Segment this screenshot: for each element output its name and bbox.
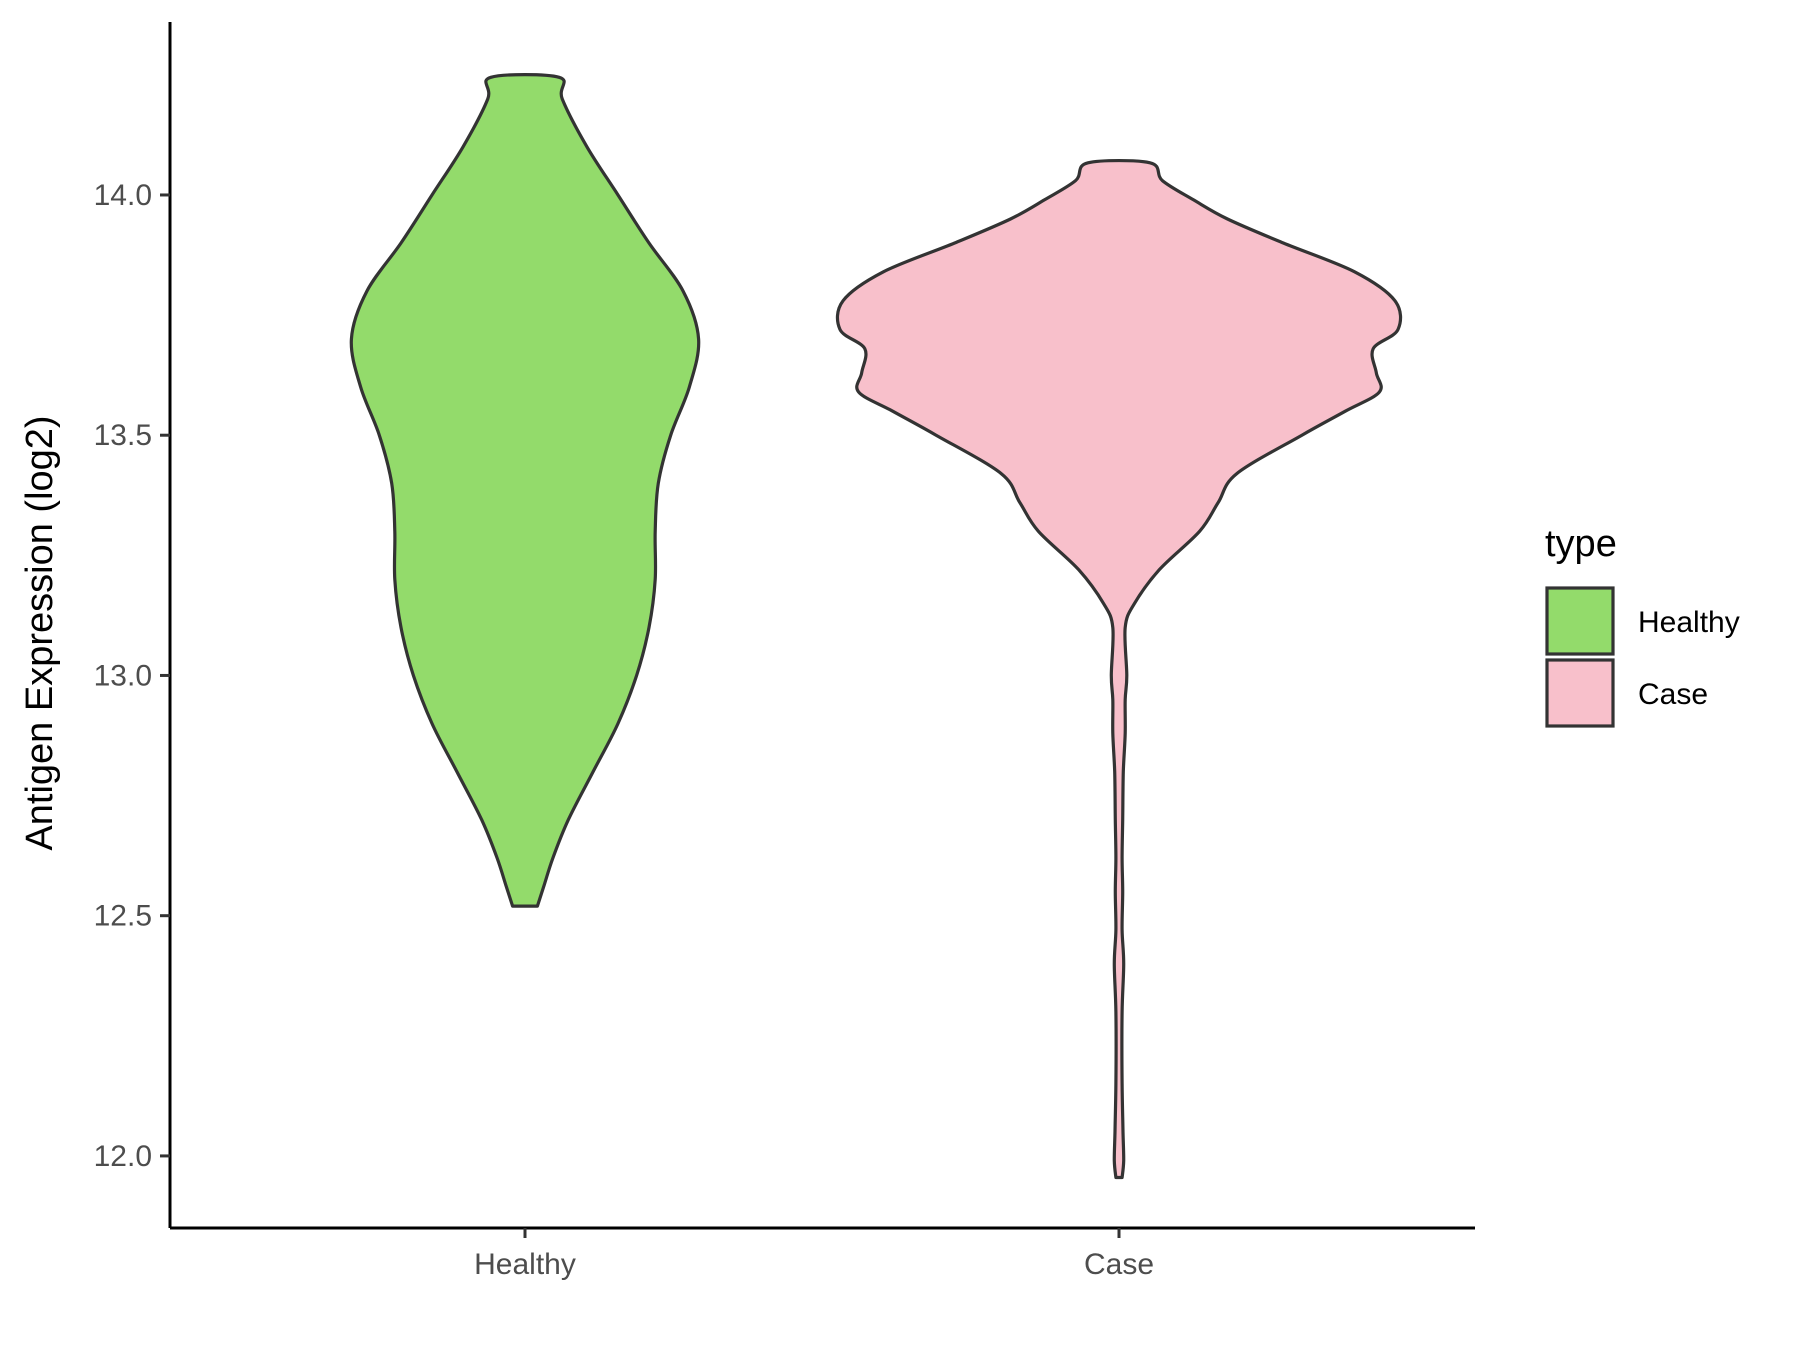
- x-tick-label: Case: [1084, 1248, 1154, 1281]
- y-tick-label: 13.5: [94, 419, 152, 452]
- legend-key-case: [1545, 658, 1615, 728]
- violin-case: [835, 158, 1403, 1180]
- x-tick-label: Healthy: [474, 1248, 576, 1281]
- y-axis-title: Antigen Expression (log2): [19, 415, 61, 850]
- y-tick-label: 12.5: [94, 900, 152, 933]
- y-tick-label: 12.0: [94, 1140, 152, 1173]
- legend-key-healthy: [1545, 586, 1615, 656]
- legend-label-healthy: Healthy: [1638, 606, 1740, 639]
- y-tick-label: 13.0: [94, 659, 152, 692]
- violin-healthy: [349, 73, 701, 908]
- legend-title: type: [1545, 523, 1617, 565]
- y-ticks: 12.0 12.5 13.0 13.5 14.0: [94, 179, 170, 1173]
- x-ticks: Healthy Case: [474, 1228, 1154, 1281]
- axes-layer: [168, 22, 1475, 1230]
- y-tick-label: 14.0: [94, 179, 152, 212]
- legend: type Healthy Case: [1545, 523, 1740, 728]
- violins-layer: [349, 73, 1403, 1180]
- legend-label-case: Case: [1638, 678, 1708, 711]
